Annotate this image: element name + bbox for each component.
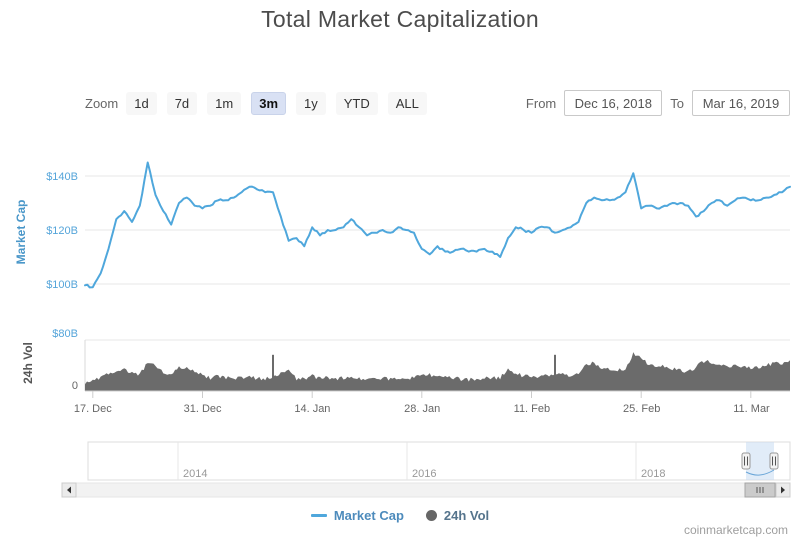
zoom-button-ytd[interactable]: YTD — [335, 91, 378, 115]
legend-item-market-cap[interactable]: Market Cap — [310, 508, 404, 523]
page-title: Total Market Capitalization — [261, 6, 539, 32]
vol-tick-80b: $80B — [52, 328, 78, 340]
legend-label-24h-vol: 24h Vol — [443, 508, 490, 523]
y-tick-100b: $100B — [46, 279, 78, 291]
scrollbar-track[interactable] — [61, 482, 791, 498]
nav-right-handle[interactable] — [769, 452, 779, 470]
zoom-button-1d[interactable]: 1d — [126, 91, 157, 115]
y-tick-140b: $140B — [46, 171, 78, 183]
legend-item-24h-vol[interactable]: 24h Vol — [425, 508, 490, 523]
nav-year-label: 2014 — [183, 468, 207, 480]
scroll-left-arrow-icon — [67, 486, 71, 494]
zoom-button-7d[interactable]: 7d — [166, 91, 198, 115]
navigator[interactable] — [87, 441, 791, 481]
chart-canvas[interactable]: $140B $120B $100B Market Cap $80B 0 24h … — [0, 140, 800, 502]
nav-left-handle[interactable] — [741, 452, 751, 470]
x-tick-label: 31. Dec — [184, 403, 222, 415]
zoom-buttons: 1d 7d 1m 3m 1y YTD ALL — [126, 91, 437, 115]
market-cap-axis-title: Market Cap — [14, 200, 28, 265]
zoom-label: Zoom — [85, 95, 119, 111]
scroll-right-arrow-icon — [781, 486, 785, 494]
to-date-input[interactable] — [692, 90, 790, 116]
x-tick-label: 11. Mar — [733, 403, 770, 415]
zoom-button-1m[interactable]: 1m — [207, 91, 242, 115]
from-date-input[interactable] — [564, 90, 663, 116]
nav-year-label: 2016 — [412, 468, 436, 480]
market-cap-line-series — [84, 161, 791, 289]
chart-legend: Market Cap 24h Vol — [0, 508, 800, 523]
vol-spike — [272, 354, 274, 392]
zoom-button-1y[interactable]: 1y — [296, 91, 326, 115]
x-tick-label: 25. Feb — [623, 403, 660, 415]
zoom-button-group: Zoom 1d 7d 1m 3m 1y YTD ALL — [85, 91, 437, 115]
from-label: From — [525, 95, 557, 111]
legend-label-market-cap: Market Cap — [333, 508, 404, 523]
x-tick-label: 28. Jan — [404, 403, 440, 415]
x-tick-label: 11. Feb — [514, 403, 551, 415]
zoom-button-3m[interactable]: 3m — [251, 91, 287, 115]
vol-area-series — [85, 352, 790, 391]
vol-spike — [554, 354, 556, 392]
date-range-group: From To — [518, 90, 790, 116]
nav-year-label: 2018 — [641, 468, 665, 480]
market-cap-line-swatch — [310, 514, 327, 517]
to-label: To — [670, 95, 684, 111]
nav-mini-series — [745, 469, 775, 476]
x-tick-label: 17. Dec — [74, 403, 112, 415]
vol-axis-title: 24h Vol — [21, 342, 35, 384]
chart-toolbar: Zoom 1d 7d 1m 3m 1y YTD ALL From To — [85, 90, 790, 116]
vol-tick-0: 0 — [72, 380, 78, 392]
y-tick-120b: $120B — [46, 225, 78, 237]
x-tick-label: 14. Jan — [294, 403, 330, 415]
watermark-credit: coinmarketcap.com — [683, 523, 788, 537]
zoom-button-all[interactable]: ALL — [387, 91, 427, 115]
vol-circle-swatch — [425, 510, 437, 521]
